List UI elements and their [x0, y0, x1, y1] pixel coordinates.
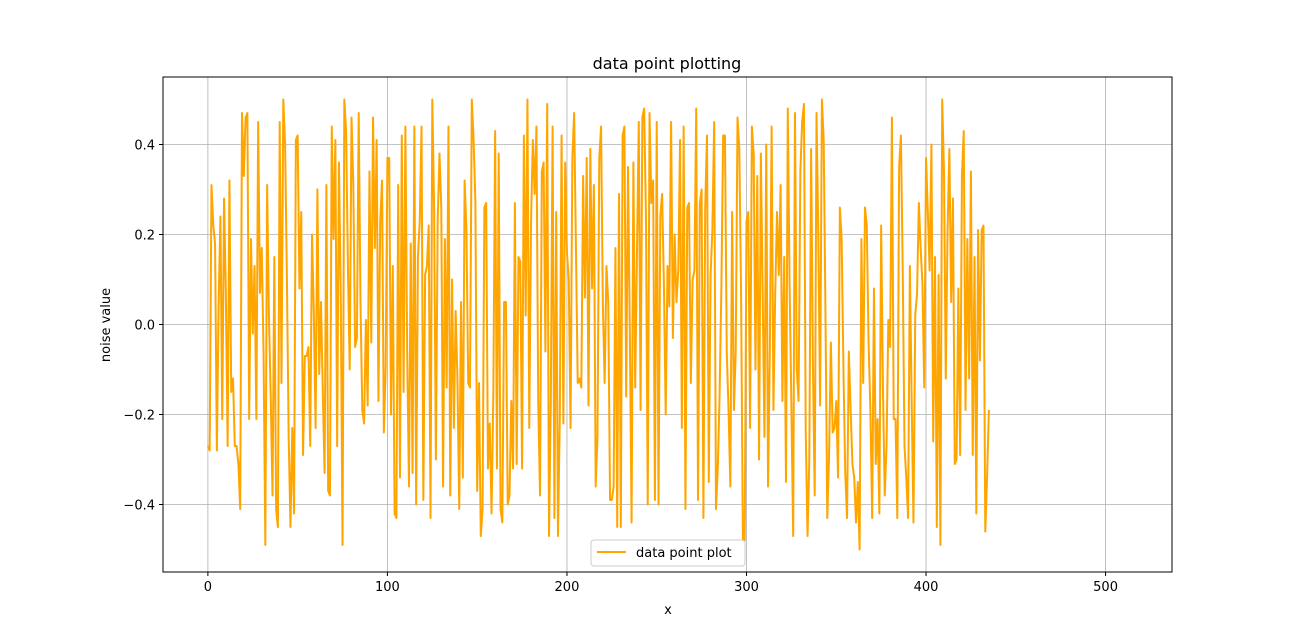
y-tick-label: 0.4	[134, 139, 155, 154]
y-tick-label: 0.0	[134, 319, 155, 334]
x-tick-label: 500	[1093, 580, 1118, 595]
legend: data point plot	[590, 539, 746, 567]
x-tick-label: 100	[375, 580, 400, 595]
legend-label: data point plot	[636, 546, 732, 561]
x-axis-label: x	[664, 603, 672, 618]
x-tick-label: 300	[734, 580, 759, 595]
y-tick-label: 0.2	[134, 229, 155, 244]
tick-layer: 0 100 200 300 400 500 −0.4 −0.2 0.0 0.2 0.4	[123, 139, 1118, 596]
x-tick-label: 0	[204, 580, 212, 595]
y-axis-label: noise value	[99, 288, 114, 362]
y-tick-label: −0.2	[123, 409, 155, 424]
legend-box	[590, 539, 746, 567]
series-line	[206, 98, 990, 551]
x-tick-label: 200	[555, 580, 580, 595]
x-tick-label: 400	[914, 580, 939, 595]
y-tick-label: −0.4	[123, 499, 155, 514]
chart-title: data point plotting	[593, 54, 742, 73]
line-layer	[206, 98, 990, 551]
